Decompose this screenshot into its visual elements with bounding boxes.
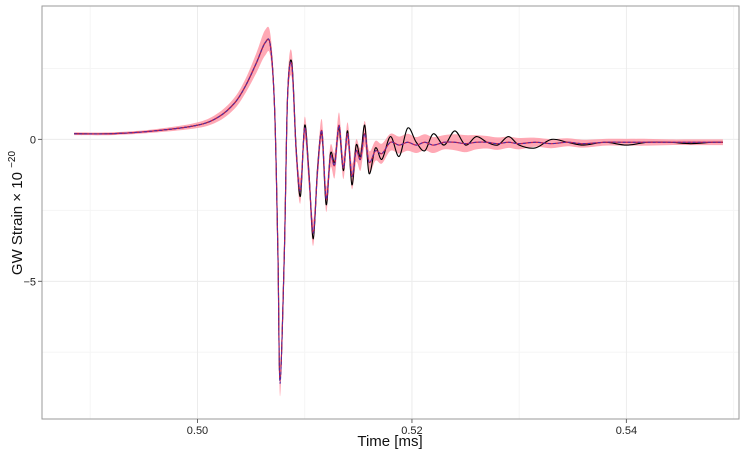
x-tick-label-1: 0.52: [401, 425, 422, 437]
plot-panel-background: [42, 6, 739, 419]
y-axis-title-exponent: −20: [7, 151, 18, 168]
plot-panel-border: [41, 5, 740, 420]
x-axis-title: Time [ms]: [357, 433, 422, 450]
x-tick-label-0: 0.50: [187, 425, 208, 437]
y-tick-label-0: 0: [30, 134, 36, 146]
y-axis-title: GW Strain × 10 −20: [7, 151, 26, 276]
y-axis-title-times: ×: [9, 193, 26, 202]
y-axis-title-main: GW Strain: [9, 206, 26, 275]
x-axis: 0.50 0.52 0.54: [187, 419, 637, 437]
x-tick-label-2: 0.54: [616, 425, 637, 437]
y-axis: 0 −5: [23, 134, 42, 288]
series-line-injected: [74, 38, 723, 385]
y-tick-label-1: −5: [23, 276, 36, 288]
series-lines-layer: [74, 38, 723, 385]
y-axis-title-base: 10: [9, 172, 26, 189]
